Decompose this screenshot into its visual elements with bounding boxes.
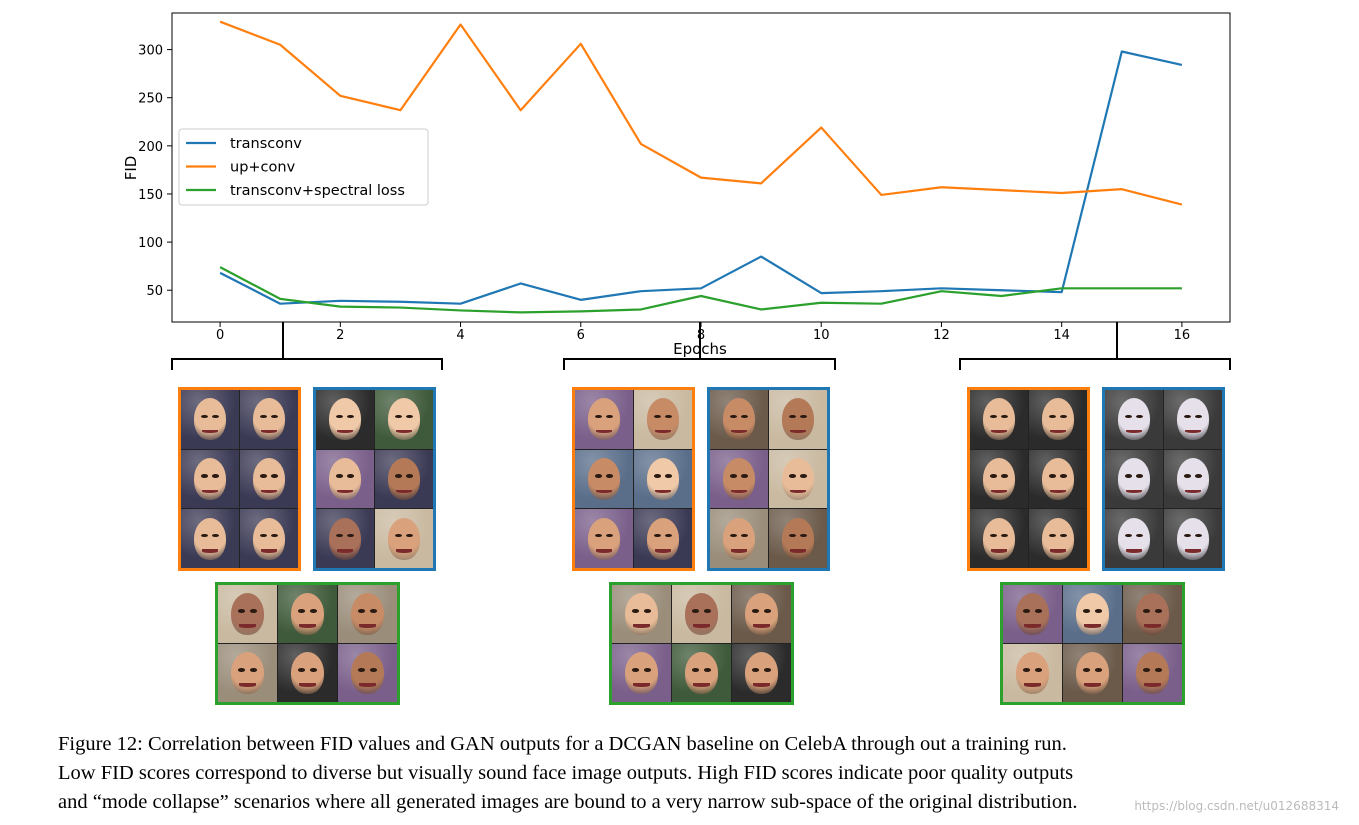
figure-caption: Figure 12: Correlation between FID value… (58, 730, 1308, 817)
generated-face-image (769, 390, 827, 449)
generated-face-image (181, 390, 239, 449)
sample-grid-panel (1102, 387, 1225, 571)
generated-face-image (181, 509, 239, 568)
generated-face-image (218, 585, 277, 643)
generated-face-image (672, 585, 731, 643)
generated-face-image (970, 509, 1028, 568)
generated-face-image (1003, 644, 1062, 702)
legend-label: transconv+spectral loss (230, 183, 405, 199)
sample-grid-panel (1000, 582, 1185, 705)
generated-face-image (1029, 449, 1087, 509)
x-tick-label: 4 (456, 328, 464, 343)
generated-face-image (732, 585, 791, 643)
caption-line-2: Low FID scores correspond to diverse but… (58, 762, 1074, 784)
generated-face-image (1105, 390, 1163, 449)
generated-face-image (634, 390, 692, 449)
generated-face-image (1105, 449, 1163, 509)
generated-face-image (710, 390, 768, 449)
generated-face-image (970, 390, 1028, 449)
generated-face-image (1164, 390, 1222, 449)
legend: transconv up+conv transconv+spectral loss (178, 128, 429, 206)
y-tick-label: 200 (138, 140, 163, 155)
generated-face-image (970, 449, 1028, 509)
generated-face-image (769, 449, 827, 509)
legend-label: up+conv (230, 160, 296, 176)
series-line-1 (219, 20, 1183, 206)
generated-face-image (769, 509, 827, 568)
generated-face-image (375, 449, 433, 509)
generated-face-image (338, 585, 397, 643)
generated-face-image (575, 509, 633, 568)
generated-face-image (612, 585, 671, 643)
generated-face-image (338, 644, 397, 702)
y-tick-label: 100 (138, 236, 163, 251)
generated-face-image (218, 644, 277, 702)
x-tick-label: 16 (1174, 328, 1191, 343)
generated-face-image (181, 449, 239, 509)
generated-face-image (1029, 509, 1087, 568)
legend-label: transconv (230, 136, 302, 152)
generated-face-image (634, 449, 692, 509)
generated-face-image (375, 509, 433, 568)
y-axis: 50 100 150 200 250 300 (138, 44, 172, 299)
series-line-0 (219, 50, 1183, 305)
sample-grid-panel (572, 387, 695, 571)
x-tick-label: 2 (336, 328, 344, 343)
generated-face-image (710, 509, 768, 568)
y-tick-label: 150 (138, 188, 163, 203)
generated-face-image (1105, 509, 1163, 568)
y-tick-label: 50 (146, 284, 163, 299)
generated-face-image (1164, 509, 1222, 568)
sample-grid-panel (967, 387, 1090, 571)
x-tick-label: 6 (577, 328, 585, 343)
generated-face-image (1164, 449, 1222, 509)
generated-face-image (1123, 585, 1182, 643)
caption-line-3: and “mode collapse” scenarios where all … (58, 791, 1078, 813)
series-line-2 (219, 266, 1182, 314)
generated-face-image (575, 449, 633, 509)
generated-face-image (732, 644, 791, 702)
generated-face-image (375, 390, 433, 449)
x-tick-label: 12 (933, 328, 950, 343)
sample-grid-panel (215, 582, 400, 705)
generated-face-image (634, 509, 692, 568)
x-tick-label: 0 (216, 328, 224, 343)
generated-face-image (710, 449, 768, 509)
watermark: https://blog.csdn.net/u012688314 (1134, 799, 1339, 813)
generated-face-image (672, 644, 731, 702)
generated-face-image (240, 449, 298, 509)
sample-grid-panel (707, 387, 830, 571)
epoch-brackets (171, 322, 1231, 370)
generated-face-image (316, 449, 374, 509)
bracket (171, 358, 443, 370)
y-tick-label: 250 (138, 92, 163, 107)
generated-face-image (278, 644, 337, 702)
generated-face-image (1029, 390, 1087, 449)
bracket (563, 358, 836, 370)
generated-face-image (1003, 585, 1062, 643)
generated-face-image (612, 644, 671, 702)
y-tick-label: 300 (138, 44, 163, 59)
generated-face-image (316, 509, 374, 568)
generated-face-image (575, 390, 633, 449)
generated-face-image (1063, 644, 1122, 702)
generated-face-image (240, 390, 298, 449)
sample-grid-panel (178, 387, 301, 571)
generated-face-image (1063, 585, 1122, 643)
series-lines (219, 20, 1183, 314)
x-tick-label: 10 (813, 328, 830, 343)
generated-face-image (240, 509, 298, 568)
generated-face-image (278, 585, 337, 643)
generated-face-image (1123, 644, 1182, 702)
sample-grid-panel (313, 387, 436, 571)
y-axis-label: FID (122, 156, 140, 181)
x-tick-label: 14 (1053, 328, 1070, 343)
sample-grid-panel (609, 582, 794, 705)
bracket (959, 358, 1231, 370)
generated-face-image (316, 390, 374, 449)
caption-line-1: Figure 12: Correlation between FID value… (58, 733, 1067, 755)
